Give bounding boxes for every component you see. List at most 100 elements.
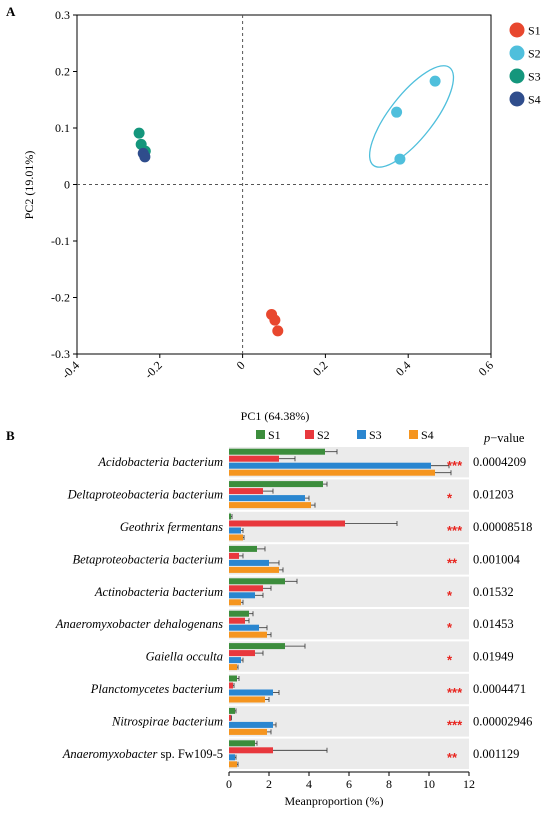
bar-s1 — [229, 675, 237, 682]
bar-s2 — [229, 682, 233, 689]
bar-s4 — [229, 631, 267, 638]
bar-s4 — [229, 566, 279, 573]
bar-s2 — [229, 747, 273, 754]
bar-x-tick-label: 6 — [346, 777, 352, 791]
bar-s1 — [229, 740, 255, 747]
pca-legend-label-s2: S2 — [528, 47, 541, 61]
bar-category-labels: Acidobacteria bacterium Deltaproteobacter… — [55, 455, 223, 761]
bar-s1 — [229, 610, 249, 617]
bar-x-tick-label: 0 — [226, 777, 232, 791]
bar-legend-swatch-s4 — [409, 430, 418, 439]
bar-s3 — [229, 689, 273, 696]
category-label: Planctomycetes bacterium — [90, 682, 223, 696]
pca-legend-marker-s1 — [509, 22, 525, 38]
bar-s3 — [229, 527, 241, 534]
bar-legend-swatch-s2 — [305, 430, 314, 439]
bar-marks — [229, 448, 452, 768]
bar-s4 — [229, 728, 267, 735]
pca-x-tick-label: -0.2 — [142, 358, 165, 381]
significance-stars: *** — [447, 523, 463, 538]
pca-y-axis-label: PC2 (19.01%) — [22, 151, 36, 220]
category-label: Gaiella occulta — [146, 650, 223, 664]
pca-legend: S1 S2 S3 S4 — [509, 22, 541, 107]
bar-legend-swatch-s3 — [357, 430, 366, 439]
p-value: 0.001004 — [473, 552, 521, 566]
significance-stars: ** — [447, 555, 458, 570]
pca-point-s2 — [394, 153, 406, 165]
pca-x-tick-label: 0 — [234, 358, 248, 372]
pca-y-tick-label: -0.1 — [51, 234, 70, 248]
bar-legend-label-s1: S1 — [268, 428, 281, 442]
bar-s2 — [229, 617, 245, 624]
p-value: 0.01532 — [473, 585, 514, 599]
bar-s4 — [229, 761, 237, 768]
pca-x-tick-label: -0.4 — [59, 358, 82, 381]
significance-stars: * — [447, 653, 453, 668]
bar-legend-label-s4: S4 — [421, 428, 434, 442]
bar-s1 — [229, 578, 285, 585]
category-label: Deltaproteobacteria bacterium — [67, 488, 223, 502]
significance-stars: *** — [447, 717, 463, 732]
bar-s4 — [229, 696, 265, 703]
p-value: 0.01949 — [473, 650, 514, 664]
pca-y-tick-label: 0.2 — [55, 65, 70, 79]
bar-s3 — [229, 592, 255, 599]
p-value: 0.01453 — [473, 617, 514, 631]
pca-y-tick-label: -0.3 — [51, 347, 70, 361]
pca-legend-marker-s4 — [509, 91, 525, 107]
pca-legend-label-s3: S3 — [528, 70, 541, 84]
bar-row-background — [229, 738, 469, 769]
bar-s4 — [229, 534, 243, 541]
bar-s2 — [229, 714, 231, 721]
pca-y-tick-label: -0.2 — [51, 291, 70, 305]
bar-s1 — [229, 545, 257, 552]
bar-s3 — [229, 721, 273, 728]
bar-s2 — [229, 455, 279, 462]
pca-legend-label-s4: S4 — [528, 93, 541, 107]
bar-s1 — [229, 448, 325, 455]
panel-label-a: A — [6, 4, 16, 19]
pca-point-s2 — [429, 75, 441, 87]
category-label: Acidobacteria bacterium — [97, 455, 223, 469]
bar-row-background — [229, 511, 469, 543]
bar-x-tick-label: 10 — [423, 777, 435, 791]
bar-s3 — [229, 462, 431, 469]
bar-legend-swatch-s1 — [256, 430, 265, 439]
bar-s3 — [229, 559, 269, 566]
p-value: 0.0004209 — [473, 455, 526, 469]
pca-point-s1 — [269, 314, 281, 326]
pca-legend-marker-s2 — [509, 45, 525, 61]
significance-stars: * — [447, 491, 453, 506]
pca-x-tick-label: 0.6 — [476, 358, 497, 379]
bar-s4 — [229, 502, 311, 509]
category-label: Betaproteobacteria bacterium — [72, 552, 223, 566]
bar-x-axis: 0 2 4 6 8 10 12 — [226, 771, 475, 791]
pca-x-tick-label: 0.2 — [310, 358, 331, 379]
significance-stars: *** — [447, 458, 463, 473]
bar-s3 — [229, 657, 241, 664]
bar-x-tick-label: 8 — [386, 777, 392, 791]
category-label: Geothrix fermentans — [120, 520, 223, 534]
bar-legend: S1 S2 S3 S4 — [256, 428, 434, 442]
bar-s2 — [229, 552, 239, 559]
confidence-ellipse-s2 — [368, 65, 455, 168]
significance-stars: ** — [447, 750, 458, 765]
bar-s3 — [229, 624, 259, 631]
bar-s3 — [229, 754, 235, 761]
bar-s1 — [229, 707, 235, 714]
pca-x-axis-label: PC1 (64.38%) — [241, 409, 310, 423]
p-value: 0.00002946 — [473, 714, 532, 728]
bar-s2 — [229, 650, 255, 657]
p-value: 0.001129 — [473, 747, 519, 761]
category-label: Anaeromyxobacter sp. Fw109-5 — [62, 747, 223, 761]
p-value: 0.00008518 — [473, 520, 532, 534]
category-label: Anaeromyxobacter dehalogenans — [55, 617, 223, 631]
bar-s2 — [229, 520, 345, 527]
pca-y-tick-label: 0 — [64, 178, 70, 192]
bar-s4 — [229, 469, 435, 476]
bar-s1 — [229, 513, 231, 520]
pca-legend-label-s1: S1 — [528, 24, 541, 38]
pca-point-s1 — [272, 325, 284, 337]
bar-s1 — [229, 481, 323, 488]
